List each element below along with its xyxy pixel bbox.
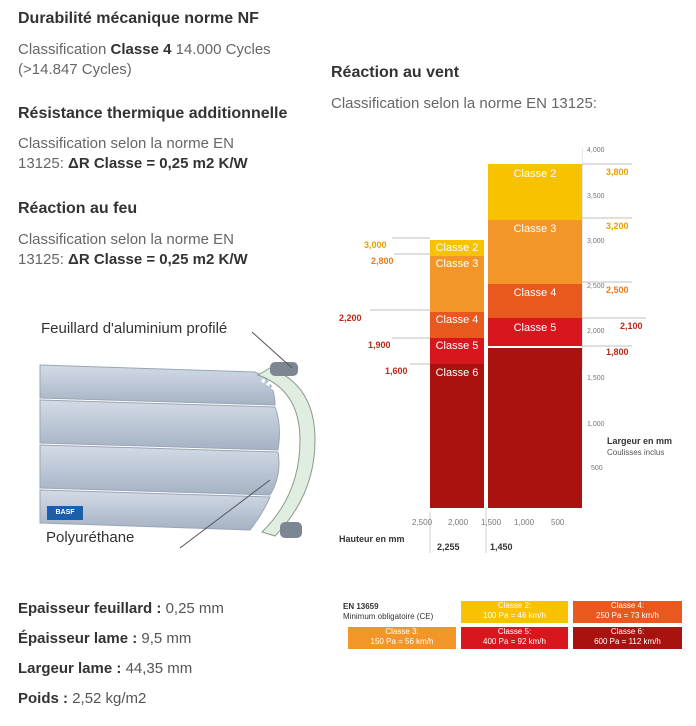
legend-classe6: Classe 6: 600 Pa = 112 km/h	[573, 627, 682, 649]
left-value-3000: 3,000	[364, 240, 387, 250]
thermal-title: Résistance thermique additionnelle	[18, 105, 288, 122]
h-tick-1000: 1,000	[514, 518, 535, 527]
durability-title: Durabilité mécanique norme NF	[18, 10, 259, 27]
spec-largeur-lame: Largeur lame : 44,35 mm	[18, 660, 193, 677]
spec-epaisseur-lame: Épaisseur lame : 9,5 mm	[18, 630, 192, 647]
left-value-1600: 1,600	[385, 366, 408, 376]
v-tick-3500: 3,500	[587, 193, 605, 200]
fire-title: Réaction au feu	[18, 200, 138, 217]
left-classe3-bar	[430, 256, 484, 312]
right-classe4-bar	[488, 284, 582, 318]
bottom-value-1450: 1,450	[490, 542, 513, 552]
right-axis-lines	[582, 148, 646, 370]
left-leader-lines	[370, 237, 430, 365]
polyurethane-label: Polyuréthane	[46, 529, 135, 546]
left-classe6-label: Classe 6	[435, 367, 479, 379]
h-tick-2500: 2,500	[412, 518, 433, 527]
legend-classe3: Classe 3: 150 Pa = 56 km/h	[348, 627, 456, 649]
basf-logo: BASF	[47, 506, 83, 520]
v-tick-4000: 4,000	[587, 147, 605, 154]
left-value-1900: 1,900	[368, 340, 391, 350]
wind-subtitle: Classification selon la norme EN 13125:	[331, 95, 597, 112]
right-classe2-bar	[488, 164, 582, 220]
left-value-2200: 2,200	[339, 313, 362, 323]
left-classe5-label: Classe 5	[435, 340, 479, 352]
right-axis-label: Largeur en mm	[607, 436, 673, 446]
v-tick-500: 500	[591, 465, 603, 472]
right-classe2-label: Classe 2	[513, 168, 557, 180]
v-tick-2500: 2,500	[587, 283, 605, 290]
aluminium-label: Feuillard d'aluminium profilé	[41, 320, 228, 337]
bottom-axis-lines	[429, 508, 487, 553]
right-classe5-label: Classe 5	[513, 322, 557, 334]
right-value-3800: 3,800	[606, 167, 629, 177]
right-value-2100: 2,100	[620, 321, 643, 331]
wind-title: Réaction au vent	[331, 64, 460, 81]
right-classe3-bar	[488, 220, 582, 284]
v-tick-2000: 2,000	[587, 328, 605, 335]
left-classe5-bar	[430, 338, 484, 364]
right-base-bar	[488, 348, 582, 508]
legend-classe2: Classe 2: 100 Pa = 46 km/h	[461, 601, 568, 623]
left-classe4-label: Classe 4	[435, 314, 479, 326]
v-tick-1000: 1,000	[587, 421, 605, 428]
right-value-3200: 3,200	[606, 221, 629, 231]
spec-poids: Poids : 2,52 kg/m2	[18, 690, 147, 707]
left-classe2-label: Classe 2	[435, 242, 479, 254]
v-tick-1500: 1,500	[587, 375, 605, 382]
v-tick-3000: 3,000	[587, 238, 605, 245]
right-value-2500: 2,500	[606, 285, 629, 295]
legend-classe5: Classe 5: 400 Pa = 92 km/h	[461, 627, 568, 649]
h-tick-2000: 2,000	[448, 518, 469, 527]
legend-norm: EN 13659	[343, 602, 379, 611]
left-classe3-label: Classe 3	[435, 258, 479, 270]
legend-classe4: Classe 4: 250 Pa = 73 km/h	[573, 601, 682, 623]
spec-feuillard: Epaisseur feuillard : 0,25 mm	[18, 600, 224, 617]
left-value-2800: 2,800	[371, 256, 394, 266]
h-tick-1500: 1,500	[481, 518, 502, 527]
thermal-text: Classification selon la norme EN 13125: …	[18, 135, 248, 172]
durability-text: Classification Classe 4 14.000 Cycles (>…	[18, 41, 271, 78]
roller-slat-illustration	[39, 331, 316, 549]
bottom-value-2255: 2,255	[437, 542, 460, 552]
left-classe4-bar	[430, 312, 484, 338]
right-value-1800: 1,800	[606, 347, 629, 357]
right-classe3-label: Classe 3	[513, 223, 557, 235]
right-classe5-bar	[488, 318, 582, 346]
fire-text: Classification selon la norme EN 13125: …	[18, 231, 248, 268]
legend-norm-sub: Minimum obligatoire (CE)	[343, 612, 434, 621]
bottom-axis-label: Hauteur en mm	[339, 534, 405, 544]
left-classe6-bar	[430, 364, 484, 508]
right-classe4-label: Classe 4	[513, 287, 557, 299]
left-classe2-bar	[430, 240, 484, 256]
h-tick-500: 500	[551, 518, 565, 527]
right-axis-sublabel: Coulisses inclus	[607, 448, 665, 457]
